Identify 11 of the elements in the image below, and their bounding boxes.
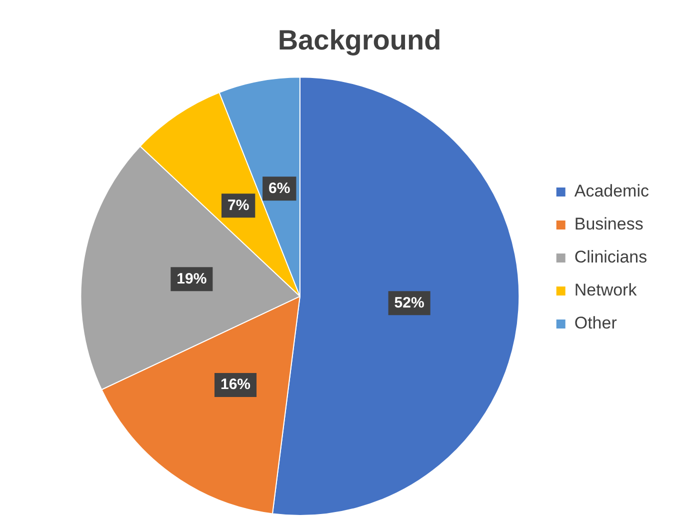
- data-label: 7%: [227, 196, 250, 214]
- legend-label: Business: [574, 214, 644, 234]
- data-label: 52%: [394, 294, 424, 312]
- legend-label: Other: [574, 314, 618, 333]
- legend-label: Clinicians: [574, 248, 648, 267]
- legend-label: Network: [574, 280, 638, 300]
- data-label: 6%: [268, 180, 290, 197]
- legend-label: Academic: [574, 182, 650, 201]
- chart-title: Background: [278, 24, 442, 56]
- data-label: 16%: [220, 376, 251, 394]
- data-label: 19%: [176, 270, 207, 288]
